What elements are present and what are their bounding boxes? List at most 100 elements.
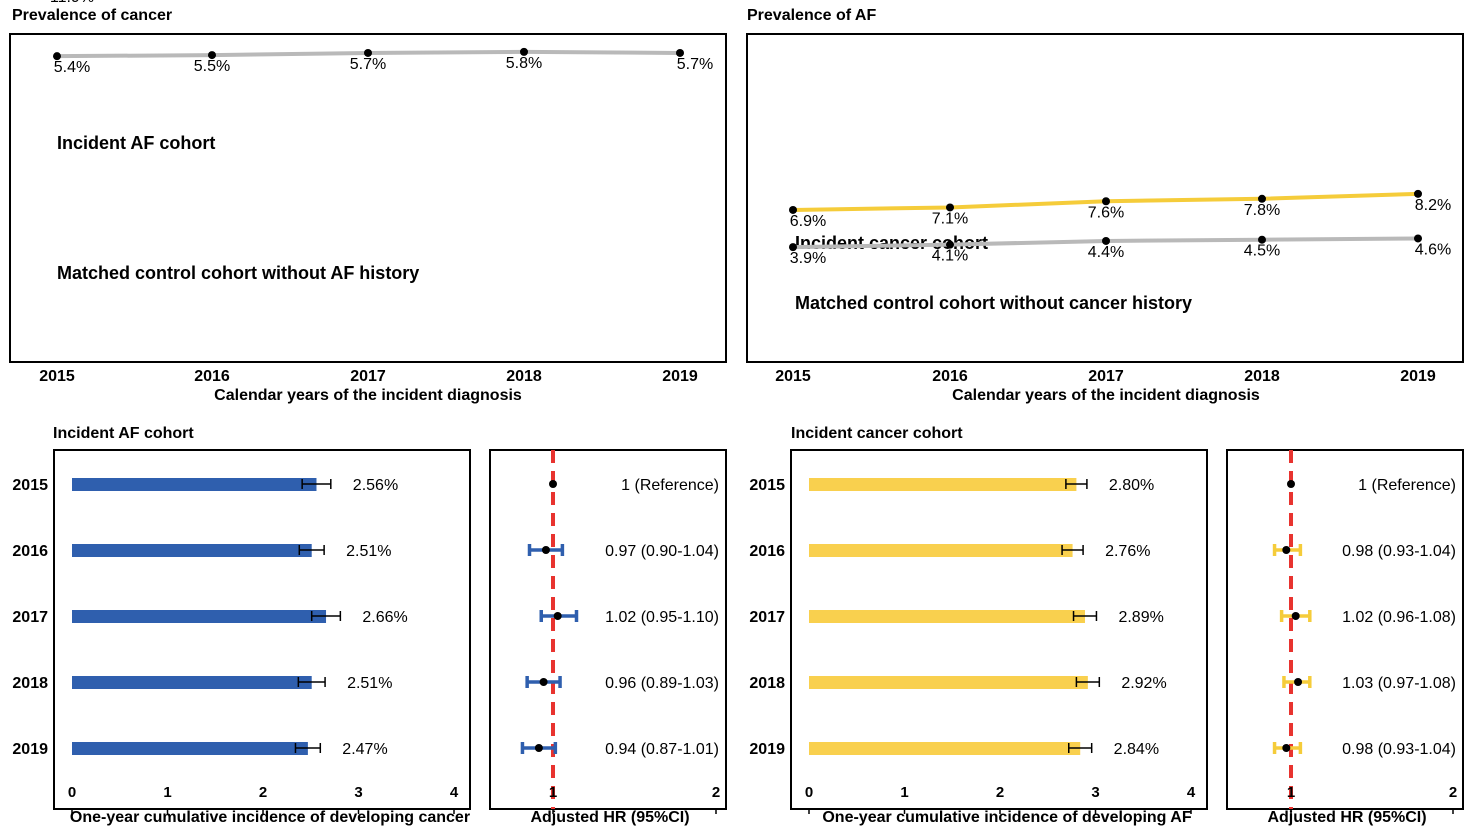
forest-plot-2-estimate-label: 0.98 (0.93-1.04) — [1342, 741, 1456, 758]
forest-plot-2-estimate-point — [1294, 678, 1303, 686]
line-chart-1-data-label: 5.4% — [54, 59, 90, 76]
bar-chart-2-data-label: 2.89% — [1118, 609, 1163, 626]
line-chart-1-x-tick-label: 2018 — [506, 368, 542, 385]
forest-plot-2-x-tick-label: 2 — [1449, 784, 1457, 801]
forest-plot-1-estimate-point — [534, 744, 543, 752]
bar-chart-2-data-label: 2.84% — [1114, 741, 1159, 758]
line-chart-2-x-tick-label: 2017 — [1088, 368, 1124, 385]
forest-plot-2-estimate-point — [1287, 480, 1295, 488]
forest-plot-1-estimate-point — [549, 480, 557, 488]
line-chart-2-x-tick-label: 2018 — [1244, 368, 1280, 385]
bar-chart-2-category-label: 2019 — [749, 741, 785, 758]
forest-plot-2-x-tick-label: 1 — [1287, 784, 1295, 801]
forest-plot-1-frame — [489, 449, 727, 810]
forest-plot-1-estimate-label: 0.94 (0.87-1.01) — [605, 741, 719, 758]
bar-chart-1-x-tick-label: 0 — [68, 784, 76, 801]
forest-plot-2-x-axis-title: Adjusted HR (95%CI) — [1267, 809, 1426, 826]
forest-plot-2-frame — [1226, 449, 1464, 810]
bar-chart-1-category-label: 2018 — [12, 675, 48, 692]
bar-chart-1-title: Incident AF cohort — [53, 425, 194, 442]
forest-plot-2-estimate-point — [1291, 612, 1300, 620]
line-chart-2-title: Prevalence of AF — [747, 7, 876, 24]
bar-chart-1-data-label: 2.56% — [353, 477, 398, 494]
bar-chart-1-data-label: 2.51% — [347, 675, 392, 692]
forest-plot-1-x-tick-label: 1 — [549, 784, 557, 801]
forest-plot-1-x-tick-label: 2 — [712, 784, 720, 801]
line-chart-1-series-label: Incident AF cohort — [57, 133, 215, 153]
bar-chart-1-bar — [72, 676, 312, 689]
line-chart-2-data-label: 7.8% — [1244, 202, 1280, 219]
bar-chart-2-bar — [809, 742, 1081, 755]
line-chart-1-data-label: 5.7% — [350, 56, 386, 73]
bar-chart-1-x-axis-title: One-year cumulative incidence of develop… — [70, 809, 470, 826]
bar-chart-1-data-label: 2.66% — [362, 609, 407, 626]
line-chart-1-data-label: 12.3% — [189, 0, 234, 2]
bar-chart-1-x-tick-label: 2 — [259, 784, 267, 801]
line-chart-2-data-point — [1258, 235, 1266, 244]
line-chart-2-data-point — [1414, 234, 1422, 243]
bar-chart-1-category-label: 2019 — [12, 741, 48, 758]
bar-chart-1-frame — [53, 449, 471, 810]
bar-chart-2-category-label: 2017 — [749, 609, 785, 626]
forest-plot-2-estimate-point — [1282, 744, 1291, 752]
line-chart-2-data-point — [1102, 197, 1110, 206]
bar-chart-2-bar — [809, 478, 1077, 491]
bar-chart-1-data-label: 2.47% — [342, 741, 387, 758]
line-chart-2-x-tick-label: 2015 — [775, 368, 811, 385]
forest-plot-2-estimate-label: 0.98 (0.93-1.04) — [1342, 543, 1456, 560]
bar-chart-2-data-label: 2.92% — [1121, 675, 1166, 692]
line-chart-2-data-point — [789, 205, 797, 214]
forest-plot-2-estimate-label: 1.02 (0.96-1.08) — [1342, 609, 1456, 626]
line-chart-2-data-label: 4.1% — [932, 248, 968, 265]
bar-chart-1-category-label: 2017 — [12, 609, 48, 626]
line-chart-2-data-label: 6.9% — [790, 213, 826, 230]
line-chart-1-data-label: 5.7% — [677, 56, 713, 73]
bar-chart-2-category-label: 2018 — [749, 675, 785, 692]
line-chart-1-x-tick-label: 2015 — [39, 368, 75, 385]
line-chart-1-data-point — [208, 51, 216, 60]
line-chart-1-data-label: 5.8% — [506, 55, 542, 72]
line-chart-1-data-point — [676, 48, 684, 57]
line-chart-2-data-label: 7.6% — [1088, 204, 1124, 221]
bar-chart-2-bar — [809, 610, 1085, 623]
forest-plot-2-estimate-point — [1282, 546, 1291, 554]
line-chart-2-data-label: 8.2% — [1415, 197, 1451, 214]
bar-chart-2-bar — [809, 544, 1073, 557]
line-chart-2-data-point — [946, 203, 954, 212]
bar-chart-1-category-label: 2015 — [12, 477, 48, 494]
bar-chart-1-x-tick-label: 1 — [163, 784, 171, 801]
bar-chart-2-x-tick-label: 4 — [1187, 784, 1196, 801]
bar-chart-1-x-tick-label: 4 — [450, 784, 459, 801]
forest-plot-1-estimate-point — [541, 546, 550, 554]
line-chart-1-x-tick-label: 2016 — [194, 368, 230, 385]
bar-chart-1-bar — [72, 544, 312, 557]
line-chart-1-frame — [9, 33, 727, 363]
line-chart-2-x-tick-label: 2016 — [932, 368, 968, 385]
line-chart-2-data-point — [789, 243, 797, 252]
line-chart-2-data-label: 4.6% — [1415, 241, 1451, 258]
forest-plot-2-estimate-label: 1.03 (0.97-1.08) — [1342, 675, 1456, 692]
line-chart-2-x-axis-title: Calendar years of the incident diagnosis — [952, 387, 1260, 404]
line-chart-1-x-axis-title: Calendar years of the incident diagnosis — [214, 387, 522, 404]
bar-chart-2-x-tick-label: 2 — [996, 784, 1004, 801]
line-chart-2-series-label: Matched control cohort without cancer hi… — [795, 293, 1192, 313]
line-chart-2-data-label: 4.5% — [1244, 243, 1280, 260]
line-chart-1-data-point — [53, 52, 61, 61]
bar-chart-2-x-tick-label: 1 — [900, 784, 908, 801]
bar-chart-1-x-tick-label: 3 — [354, 784, 362, 801]
forest-plot-1-estimate-label: 0.96 (0.89-1.03) — [605, 675, 719, 692]
forest-plot-1-estimate-label: 1 (Reference) — [621, 477, 719, 494]
line-chart-2-frame — [746, 33, 1464, 363]
bar-chart-2-x-tick-label: 0 — [805, 784, 813, 801]
forest-plot-1-estimate-label: 1.02 (0.95-1.10) — [605, 609, 719, 626]
bar-chart-2-frame — [790, 449, 1208, 810]
line-chart-2-data-label: 4.4% — [1088, 244, 1124, 261]
line-chart-1-x-tick-label: 2019 — [662, 368, 698, 385]
line-chart-2-data-point — [1414, 189, 1422, 198]
line-chart-1-title: Prevalence of cancer — [12, 7, 172, 24]
bar-chart-2-data-label: 2.76% — [1105, 543, 1150, 560]
bar-chart-1-category-label: 2016 — [12, 543, 48, 560]
line-chart-1-data-label: 5.5% — [194, 58, 230, 75]
line-chart-2-data-label: 7.1% — [932, 210, 968, 227]
bar-chart-1-bar — [72, 610, 327, 623]
